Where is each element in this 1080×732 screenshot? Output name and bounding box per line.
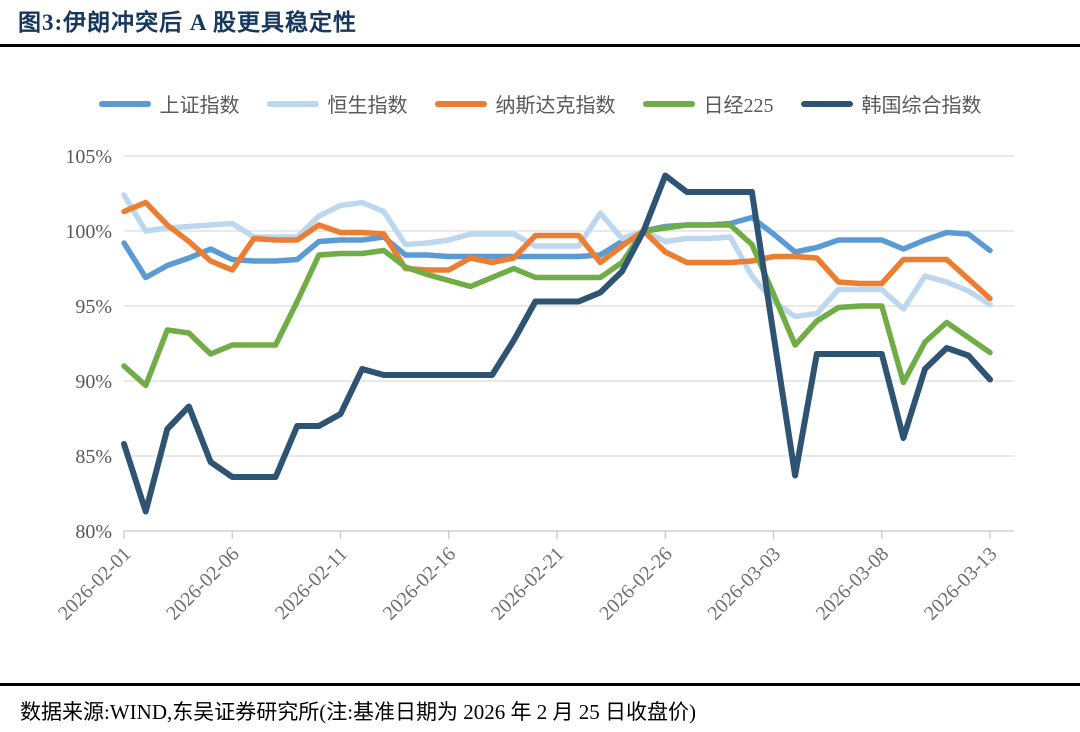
kospi-line-swatch	[800, 100, 853, 107]
svg-text:2026-02-16: 2026-02-16	[379, 543, 461, 625]
line-chart-canvas: 105% 100% 95% 90% 85% 80%2026-02-01 2026-02-06…	[54, 146, 1014, 625]
legend-item-sse: 上证指数	[98, 89, 240, 118]
legend-item-kospi: 韩国综合指数	[800, 89, 982, 118]
svg-text:105%: 105%	[65, 146, 112, 168]
bottom-divider	[0, 683, 1080, 686]
svg-text:100%: 100%	[65, 221, 112, 243]
svg-text:80%: 80%	[75, 521, 112, 543]
nasdaq-line-swatch	[434, 100, 487, 107]
legend-label: 恒生指数	[327, 95, 408, 117]
svg-text:85%: 85%	[75, 446, 112, 468]
svg-text:2026-03-13: 2026-03-13	[920, 543, 1002, 625]
legend-item-nasdaq: 纳斯达克指数	[434, 89, 616, 118]
legend-label: 上证指数	[159, 95, 240, 117]
svg-text:2026-02-26: 2026-02-26	[595, 543, 677, 625]
legend-label: 纳斯达克指数	[495, 95, 616, 117]
legend-label: 韩国综合指数	[861, 95, 982, 117]
svg-text:2026-02-21: 2026-02-21	[487, 543, 569, 625]
nikkei-line-swatch	[642, 100, 695, 107]
svg-text:2026-02-11: 2026-02-11	[271, 543, 352, 624]
sse-line-swatch	[98, 100, 151, 107]
title-divider	[0, 44, 1080, 47]
legend-label: 日经225	[703, 95, 774, 117]
legend-item-hsi: 恒生指数	[266, 89, 408, 118]
figure-title: 图3:伊朗冲突后 A 股更具稳定性	[18, 10, 357, 35]
svg-text:95%: 95%	[75, 296, 112, 318]
svg-text:90%: 90%	[75, 371, 112, 393]
chart-legend: 上证指数 恒生指数 纳斯达克指数 日经225 韩国综合指数	[0, 89, 1080, 118]
svg-text:2026-03-03: 2026-03-03	[703, 543, 785, 625]
legend-item-nikkei: 日经225	[642, 89, 774, 118]
source-note: 数据来源:WIND,东吴证券研究所(注:基准日期为 2026 年 2 月 25 …	[20, 700, 697, 724]
svg-text:2026-03-08: 2026-03-08	[812, 543, 894, 625]
svg-text:2026-02-01: 2026-02-01	[54, 543, 136, 625]
hsi-line-swatch	[266, 100, 319, 107]
svg-text:2026-02-06: 2026-02-06	[162, 543, 244, 625]
